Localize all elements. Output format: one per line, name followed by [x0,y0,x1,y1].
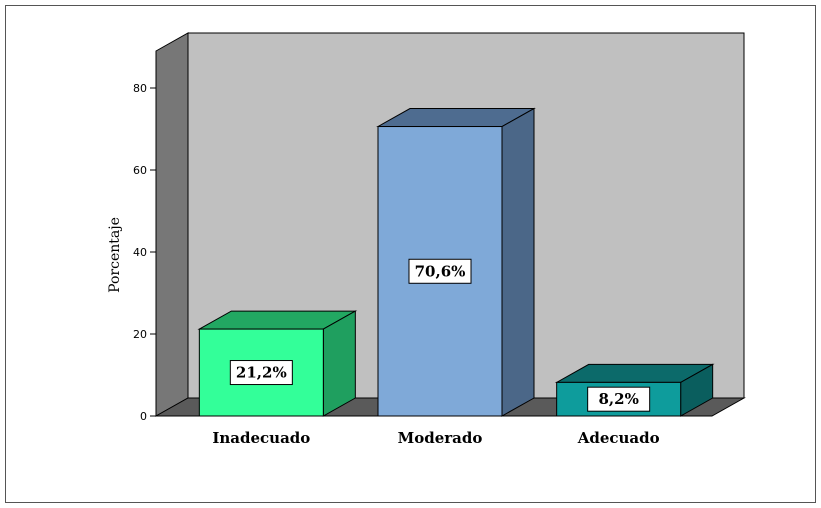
bar-chart: 0 20 40 60 80 21,2% 70,6% 8,2% Inadecuado Moder… [107,32,746,447]
side-wall [155,32,189,417]
y-axis: 0 20 40 60 80 [133,51,157,423]
x-tick-label: Moderado [398,429,483,447]
bar-side [322,310,356,417]
bar: 8,2% [554,363,715,417]
data-label: 70,6% [415,262,466,280]
bars-group: 21,2% 70,6% 8,2% [197,107,715,417]
data-label: 8,2% [598,390,638,408]
data-label-box [229,360,293,386]
data-label-box [408,258,472,284]
bar: 70,6% [376,107,536,417]
x-tick-label: Adecuado [577,429,660,447]
data-label: 21,2% [236,364,287,382]
y-tick-label: 60 [133,164,147,177]
y-tick-label: 40 [133,246,147,259]
chart-frame: 0 20 40 60 80 21,2% 70,6% 8,2% Inadecuado Moder… [5,5,816,503]
y-axis-title: Porcentaje [107,217,123,293]
y-tick-label: 20 [133,328,147,341]
y-tick-label: 0 [140,410,147,423]
data-label-box [587,386,651,412]
x-tick-label: Inadecuado [212,429,310,447]
bar: 21,2% [197,310,358,417]
y-tick-label: 80 [133,82,147,95]
bar-side [501,107,535,417]
x-axis: Inadecuado Moderado Adecuado [212,429,659,447]
